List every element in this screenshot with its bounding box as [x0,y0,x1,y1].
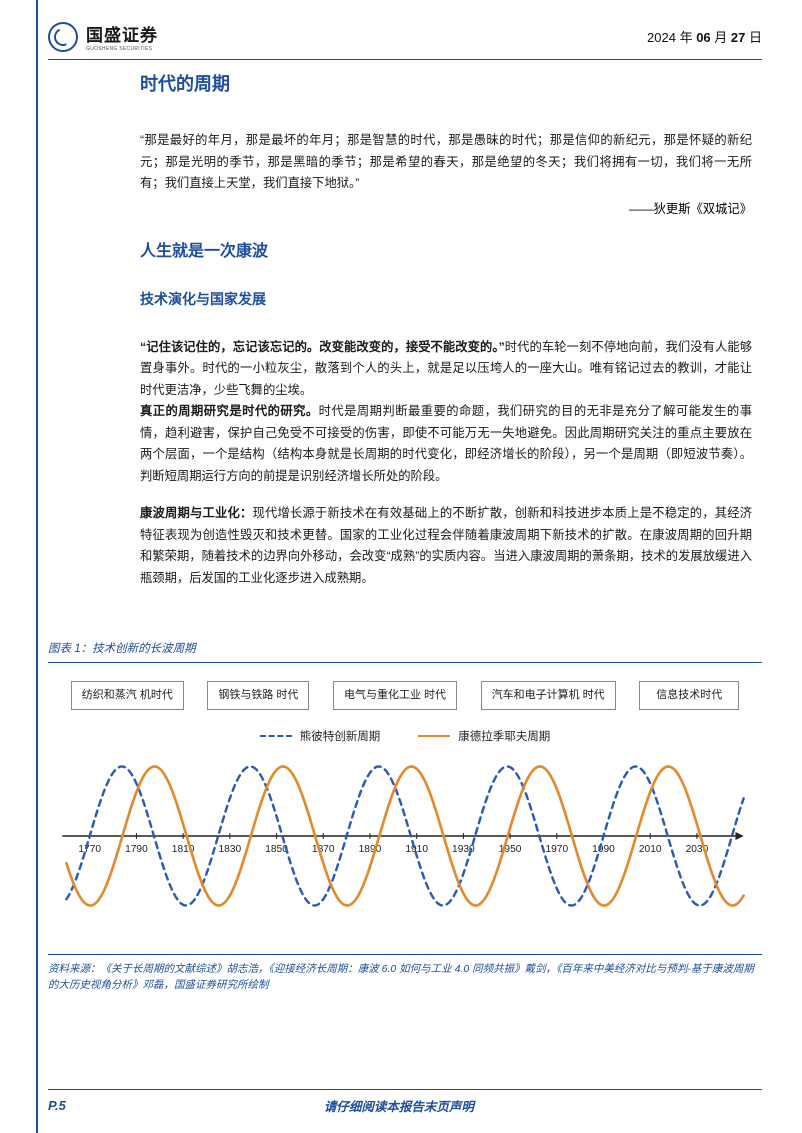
company-name-cn: 国盛证券 [86,21,158,46]
era-boxes-row: 纺织和蒸汽 机时代 钢铁与铁路 时代 电气与重化工业 时代 汽车和电子计算机 时… [48,675,762,722]
page-accent-bar [36,0,38,1133]
era-box: 钢铁与铁路 时代 [207,681,309,710]
svg-text:1790: 1790 [125,844,148,855]
legend-swatch-dashed [260,735,292,737]
page-number: P.5 [48,1098,66,1113]
wave-chart: 1770179018101830185018701890191019301950… [48,746,762,946]
page-header: 国盛证券 GUOSHENG SECURITIES 2024 年 06 月 27 … [48,20,762,60]
paragraph-1: “记住该记住的，忘记该忘记的。改变能改变的，接受不能改变的。”时代的车轮一刻不停… [140,337,752,488]
figure-source: 资料来源：《关于长周期的文献综述》胡志浩，《迎接经济长周期：康波 6.0 如何与… [48,961,762,994]
svg-text:1850: 1850 [265,844,288,855]
report-date: 2024 年 06 月 27 日 [647,27,762,46]
figure-1: 图表 1：技术创新的长波周期 纺织和蒸汽 机时代 钢铁与铁路 时代 电气与重化工… [48,640,762,993]
epigraph-quote: “那是最好的年月，那是最坏的年月；那是智慧的时代，那是愚昧的时代；那是信仰的新纪… [140,130,752,195]
page-footer: P.5 请仔细阅读本报告末页声明 [48,1089,762,1115]
logo: 国盛证券 GUOSHENG SECURITIES [48,21,158,52]
svg-text:1830: 1830 [218,844,241,855]
paragraph-1-lead: “记住该记住的，忘记该忘记的。改变能改变的，接受不能改变的。” [140,340,505,354]
paragraph-2-lead: 真正的周期研究是时代的研究。 [140,404,319,418]
legend-label: 康德拉季耶夫周期 [458,728,550,744]
logo-text: 国盛证券 GUOSHENG SECURITIES [86,21,158,52]
svg-text:1970: 1970 [545,844,568,855]
figure-frame: 纺织和蒸汽 机时代 钢铁与铁路 时代 电气与重化工业 时代 汽车和电子计算机 时… [48,662,762,955]
legend-swatch-solid [418,735,450,737]
heading-1: 时代的周期 [140,70,752,96]
company-name-en: GUOSHENG SECURITIES [86,46,158,52]
heading-2: 人生就是一次康波 [140,237,752,261]
figure-caption: 图表 1：技术创新的长波周期 [48,640,762,656]
era-box: 纺织和蒸汽 机时代 [71,681,184,710]
era-box: 汽车和电子计算机 时代 [481,681,616,710]
footer-disclaimer: 请仔细阅读本报告末页声明 [324,1096,474,1115]
legend-label: 熊彼特创新周期 [300,728,381,744]
svg-text:1990: 1990 [592,844,615,855]
svg-text:2010: 2010 [639,844,662,855]
paragraph-3-lead: 康波周期与工业化： [140,506,252,520]
svg-text:1890: 1890 [359,844,382,855]
main-content: 时代的周期 “那是最好的年月，那是最坏的年月；那是智慧的时代，那是愚昧的时代；那… [140,70,752,605]
era-box: 电气与重化工业 时代 [333,681,457,710]
heading-3: 技术演化与国家发展 [140,289,752,309]
chart-legend: 熊彼特创新周期 康德拉季耶夫周期 [48,728,762,744]
svg-text:1770: 1770 [78,844,101,855]
legend-item-kondratiev: 康德拉季耶夫周期 [418,728,550,744]
legend-item-schumpeter: 熊彼特创新周期 [260,728,381,744]
svg-text:1870: 1870 [312,844,335,855]
epigraph-attribution: ——狄更斯《双城记》 [140,199,752,217]
logo-icon [48,22,78,52]
paragraph-3: 康波周期与工业化：现代增长源于新技术在有效基础上的不断扩散，创新和科技进步本质上… [140,503,752,589]
era-box: 信息技术时代 [639,681,739,710]
